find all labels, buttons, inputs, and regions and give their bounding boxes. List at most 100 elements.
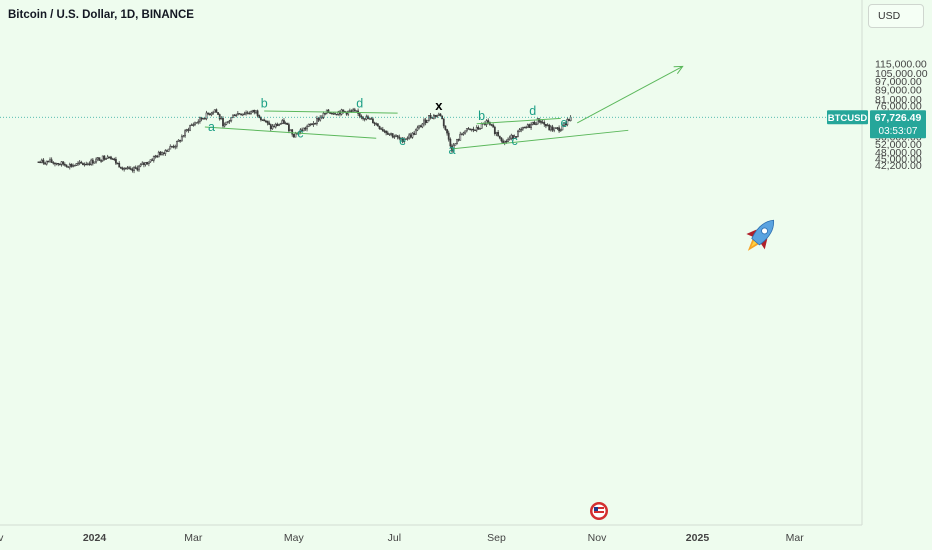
candle-body (230, 117, 233, 121)
candle-body (185, 129, 188, 132)
currency-button[interactable]: USD (868, 4, 924, 28)
candle-body (54, 162, 56, 165)
candle-body (139, 164, 142, 167)
trendline[interactable] (451, 129, 629, 150)
candle-body (184, 130, 187, 137)
candle-body (80, 161, 83, 164)
candle-body (179, 139, 182, 142)
candle-body (497, 132, 500, 137)
price-tag-value: 67,726.49 (875, 112, 922, 124)
candle-body (96, 157, 99, 160)
candle-body (83, 163, 86, 166)
candle-body (39, 161, 42, 164)
candle-body (502, 140, 504, 143)
candle-body (418, 125, 420, 129)
candle-body (187, 129, 190, 131)
wave-label: e (561, 116, 568, 130)
candle-body (286, 122, 289, 125)
candle-body (124, 168, 127, 170)
candle-body (123, 168, 126, 170)
candle-body (203, 118, 206, 120)
candle-body (121, 167, 124, 170)
candle-body (197, 121, 200, 123)
wave-label: b (478, 109, 485, 123)
candle-body (383, 130, 386, 132)
candle-body (378, 125, 381, 130)
candle-body (386, 132, 389, 135)
wave-label: d (356, 97, 363, 111)
candle-body (569, 116, 572, 122)
candle-body (492, 124, 495, 128)
candle-body (381, 128, 384, 132)
wave-label: c (511, 134, 517, 148)
candle-body (138, 165, 140, 171)
candle-body (220, 118, 223, 120)
candle-body (202, 118, 205, 120)
candle-body (479, 128, 481, 130)
candle-body (144, 162, 147, 166)
wave-label: c (297, 126, 303, 140)
candle-body (345, 111, 348, 115)
candle-body (520, 128, 523, 131)
candle-body (367, 116, 369, 120)
candle-body (116, 162, 119, 165)
candle-body (533, 121, 536, 125)
candle-body (398, 136, 401, 139)
candle-body (302, 127, 305, 132)
candle-body (447, 132, 450, 140)
candle-body (157, 151, 160, 158)
candle-body (454, 143, 457, 146)
candle-body (101, 155, 104, 162)
candle-body (208, 113, 211, 116)
candle-body (416, 127, 419, 131)
candle-body (235, 114, 238, 117)
candle-body (409, 134, 412, 138)
candle-body (551, 126, 554, 131)
candle-body (268, 122, 271, 125)
candle-body (93, 161, 96, 164)
candle-body (85, 163, 88, 166)
y-tick-label: 105,000.00 (875, 68, 928, 80)
candle-body (563, 122, 565, 126)
candle-body (512, 134, 514, 139)
price-tag (870, 110, 926, 139)
candle-body (311, 123, 313, 126)
candle-body (182, 135, 185, 138)
candle-body (65, 164, 68, 167)
candle-body (507, 139, 509, 142)
candle-body (549, 126, 552, 131)
candle-body (477, 127, 480, 130)
candle-body (271, 125, 274, 130)
projection-arrow-line[interactable] (576, 65, 683, 124)
candle-body (236, 113, 239, 116)
trendline[interactable] (264, 110, 398, 114)
symbol-tag (827, 110, 868, 125)
candle-body (446, 129, 448, 134)
symbol-tag-label: BTCUSD (828, 113, 868, 124)
candle-body (419, 125, 422, 128)
trendline[interactable] (204, 126, 377, 139)
candle-body (205, 112, 208, 120)
candle-body (556, 127, 559, 129)
candle-body (428, 115, 430, 121)
us-flag-event-icon[interactable] (590, 502, 608, 520)
candle-body (279, 123, 282, 125)
candle-body (370, 118, 373, 120)
candle-body (126, 167, 129, 169)
candle-body (57, 163, 60, 165)
trendline[interactable] (476, 117, 561, 125)
x-tick-label: Mar (184, 532, 203, 544)
candle-body (58, 163, 61, 166)
wave-label: e (399, 134, 406, 148)
candle-body (424, 119, 427, 124)
candle-body (526, 124, 529, 128)
candle-body (87, 163, 89, 165)
candle-body (487, 120, 490, 123)
wave-label: a (208, 120, 215, 134)
candle-body (276, 123, 279, 127)
candle-body (134, 167, 137, 169)
x-tick-label: Nov (0, 532, 4, 544)
candle-body (192, 124, 195, 126)
candle-body (408, 134, 411, 139)
